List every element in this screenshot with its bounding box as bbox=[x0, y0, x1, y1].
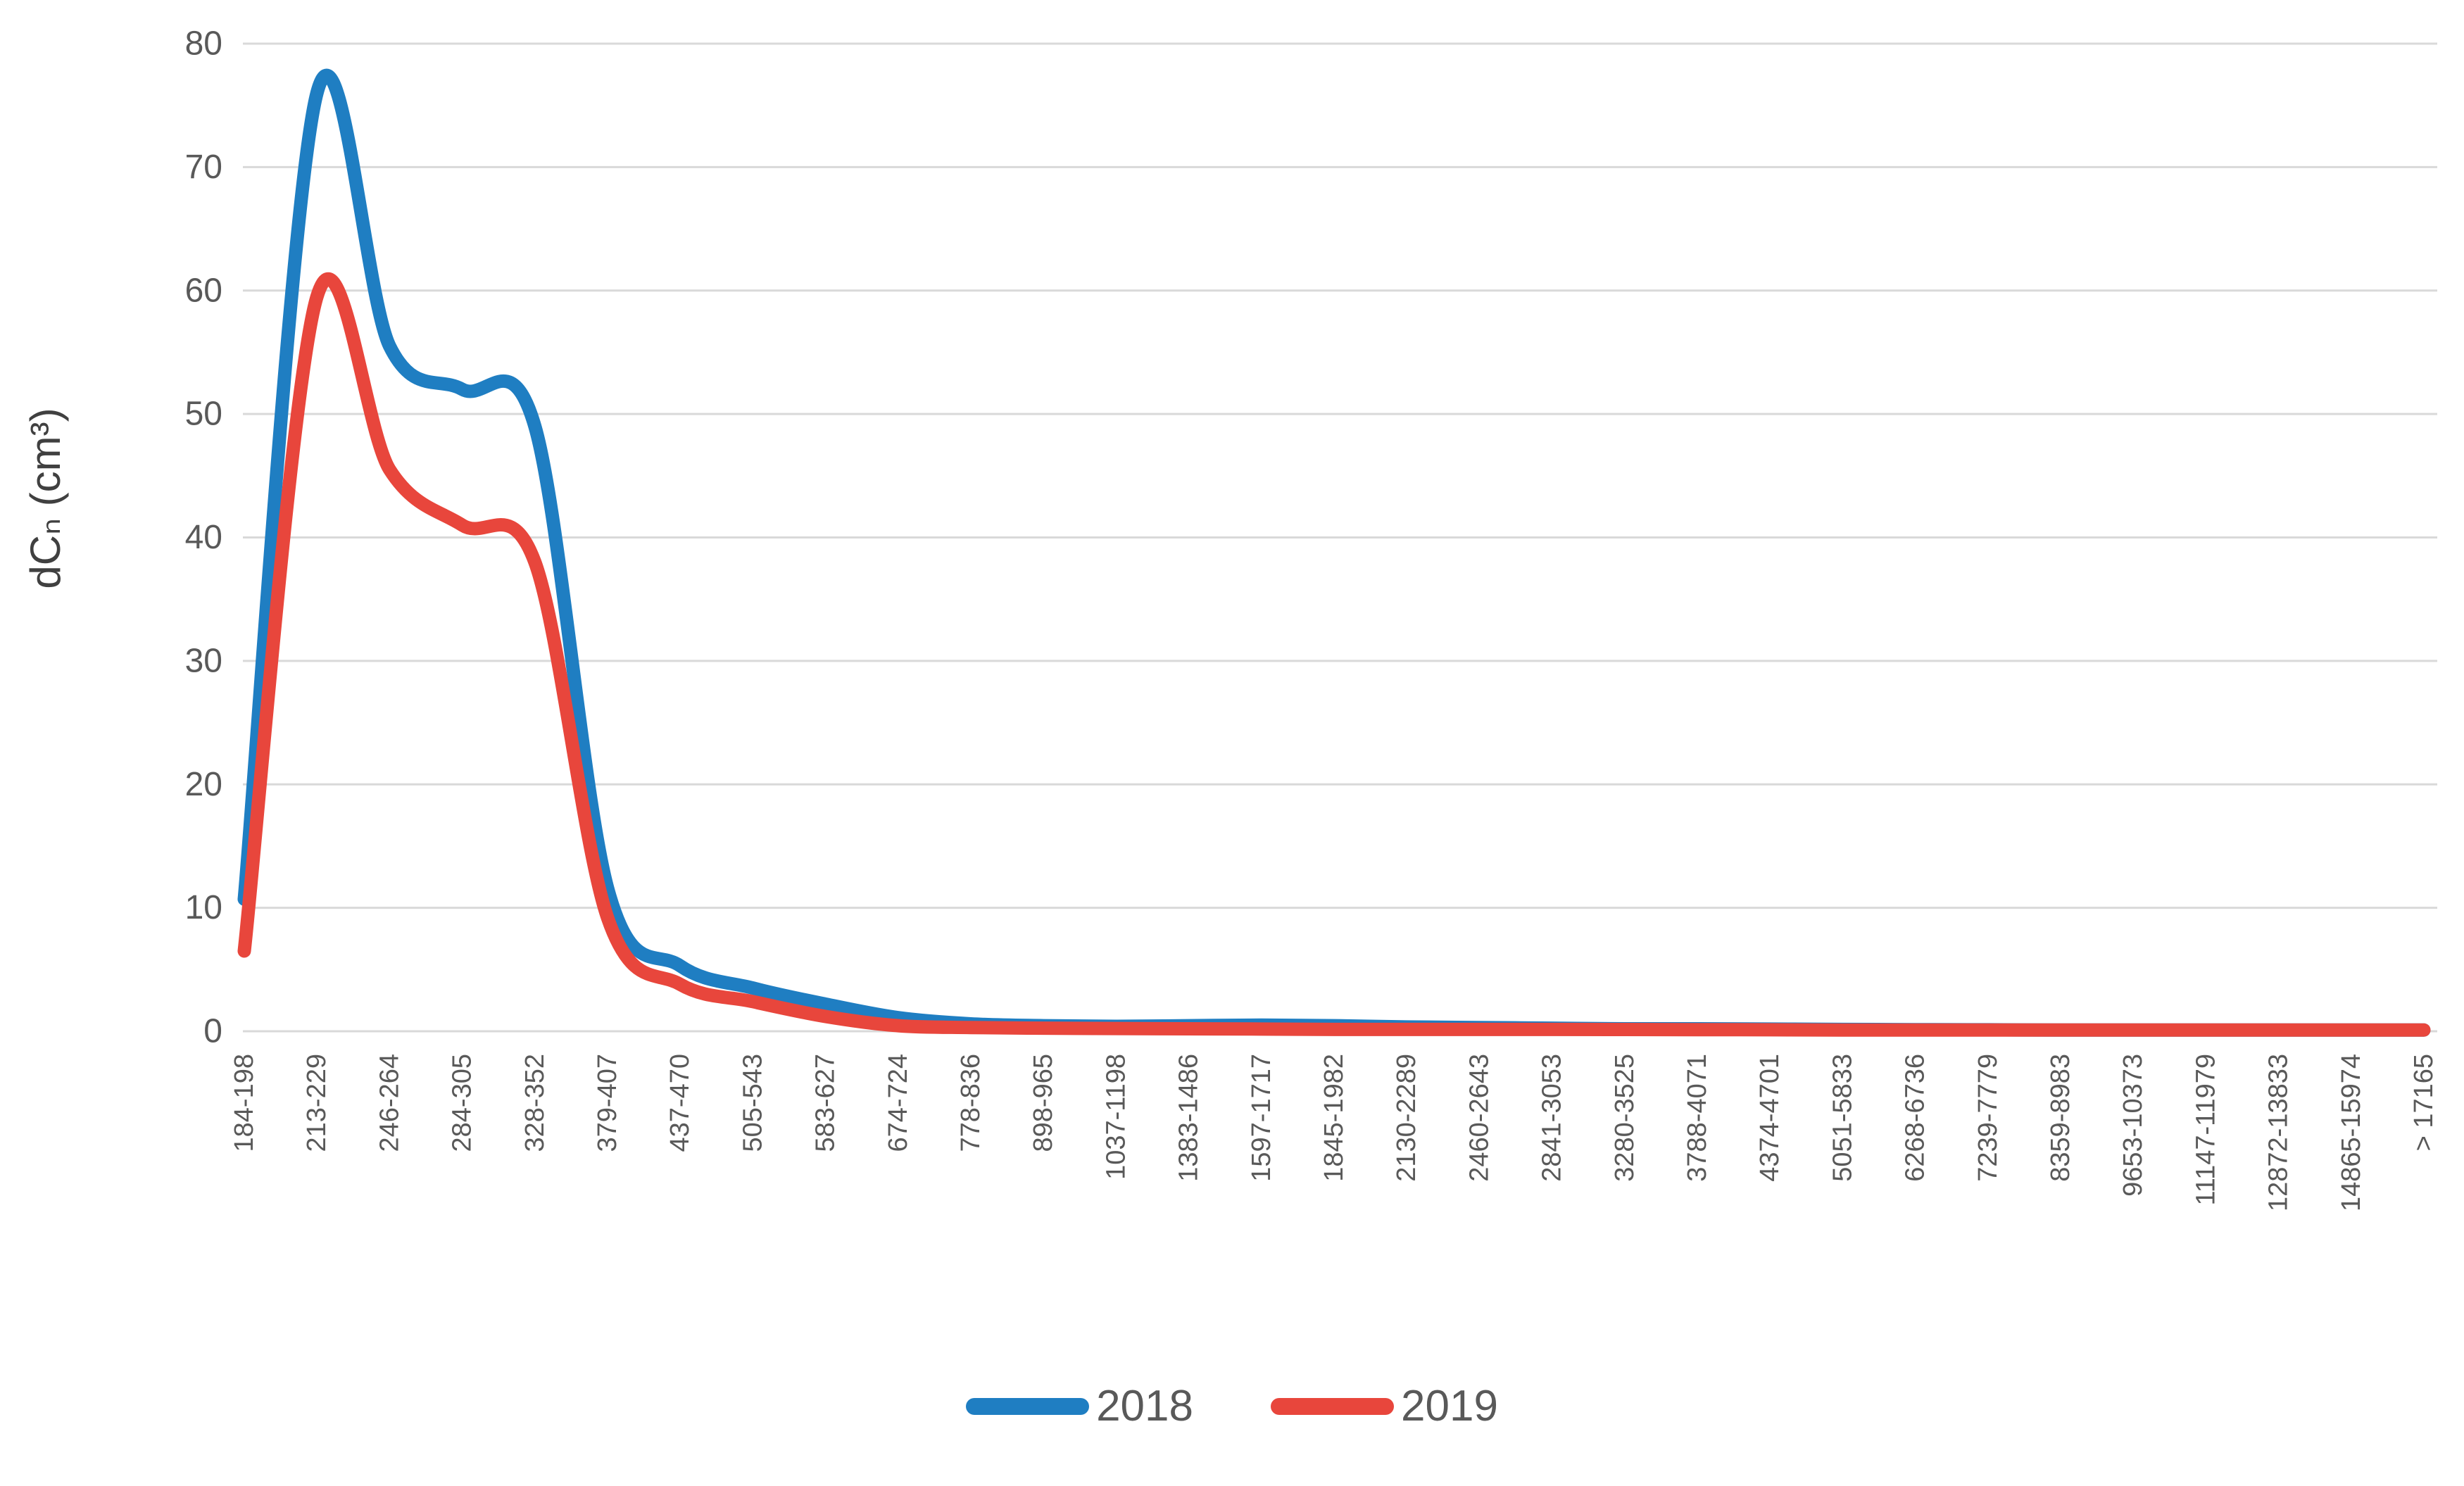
x-tick-label: > 17165 bbox=[2409, 1054, 2439, 1151]
x-tick-label: 505-543 bbox=[738, 1054, 767, 1152]
x-tick-label: 2130-2289 bbox=[1392, 1054, 1421, 1182]
x-tick-label: 246-264 bbox=[375, 1054, 404, 1152]
x-tick-label: 2460-2643 bbox=[1464, 1054, 1494, 1182]
legend-item-2019[interactable]: 2019 bbox=[1271, 1381, 1498, 1431]
y-tick-label: 30 bbox=[185, 642, 222, 679]
x-tick-label: 213-229 bbox=[302, 1054, 332, 1152]
x-tick-label: 437-470 bbox=[665, 1054, 695, 1152]
x-tick-label: 12872-13833 bbox=[2264, 1054, 2294, 1211]
x-tick-label: 778-836 bbox=[956, 1054, 986, 1152]
x-tick-label: 1845-1982 bbox=[1319, 1054, 1349, 1182]
x-tick-label: 1383-1486 bbox=[1174, 1054, 1204, 1182]
y-tick-label: 40 bbox=[185, 519, 222, 556]
x-tick-label: 3280-3525 bbox=[1610, 1054, 1640, 1182]
x-tick-label: 898-965 bbox=[1029, 1054, 1058, 1152]
series-line-2018 bbox=[237, 68, 2431, 1037]
legend-label-2019: 2019 bbox=[1401, 1382, 1498, 1430]
x-tick-label: 1597-1717 bbox=[1247, 1054, 1276, 1182]
series-line-2019 bbox=[237, 272, 2431, 1037]
y-tick-label: 70 bbox=[185, 149, 222, 186]
x-tick-label: 5051-5833 bbox=[1828, 1054, 1857, 1182]
x-tick-label: 4374-4701 bbox=[1755, 1054, 1785, 1182]
legend: 2018 2019 bbox=[0, 1381, 2464, 1431]
legend-item-2018[interactable]: 2018 bbox=[966, 1381, 1193, 1431]
x-tick-label: 674-724 bbox=[884, 1054, 913, 1152]
x-tick-label: 14865-15974 bbox=[2337, 1054, 2366, 1211]
x-tick-label: 11147-11979 bbox=[2191, 1054, 2220, 1206]
y-tick-label: 60 bbox=[185, 272, 222, 309]
legend-line-2018-icon bbox=[966, 1397, 1090, 1415]
x-tick-label: 8359-8983 bbox=[2046, 1054, 2075, 1182]
x-tick-label: 9653-10373 bbox=[2118, 1054, 2148, 1197]
y-tick-label: 50 bbox=[185, 396, 222, 433]
y-tick-label: 0 bbox=[203, 1013, 222, 1050]
x-tick-label: 2841-3053 bbox=[1538, 1054, 1567, 1182]
x-tick-label: 583-627 bbox=[811, 1054, 841, 1152]
x-tick-label: 328-352 bbox=[520, 1054, 550, 1152]
legend-line-2019-icon bbox=[1271, 1397, 1394, 1415]
y-tick-label: 10 bbox=[185, 889, 222, 926]
x-tick-label: 184-198 bbox=[230, 1054, 259, 1152]
x-tick-label: 7239-7779 bbox=[1973, 1054, 2003, 1182]
x-tick-label: 379-407 bbox=[593, 1054, 622, 1152]
legend-label-2018: 2018 bbox=[1096, 1382, 1193, 1430]
x-tick-label: 6268-6736 bbox=[1901, 1054, 1930, 1182]
x-tick-label: 3788-4071 bbox=[1683, 1054, 1712, 1182]
y-tick-label: 80 bbox=[185, 25, 222, 63]
y-tick-label: 20 bbox=[185, 766, 222, 803]
x-tick-label: 284-305 bbox=[448, 1054, 477, 1152]
x-tick-label: 1037-1198 bbox=[1101, 1054, 1131, 1180]
